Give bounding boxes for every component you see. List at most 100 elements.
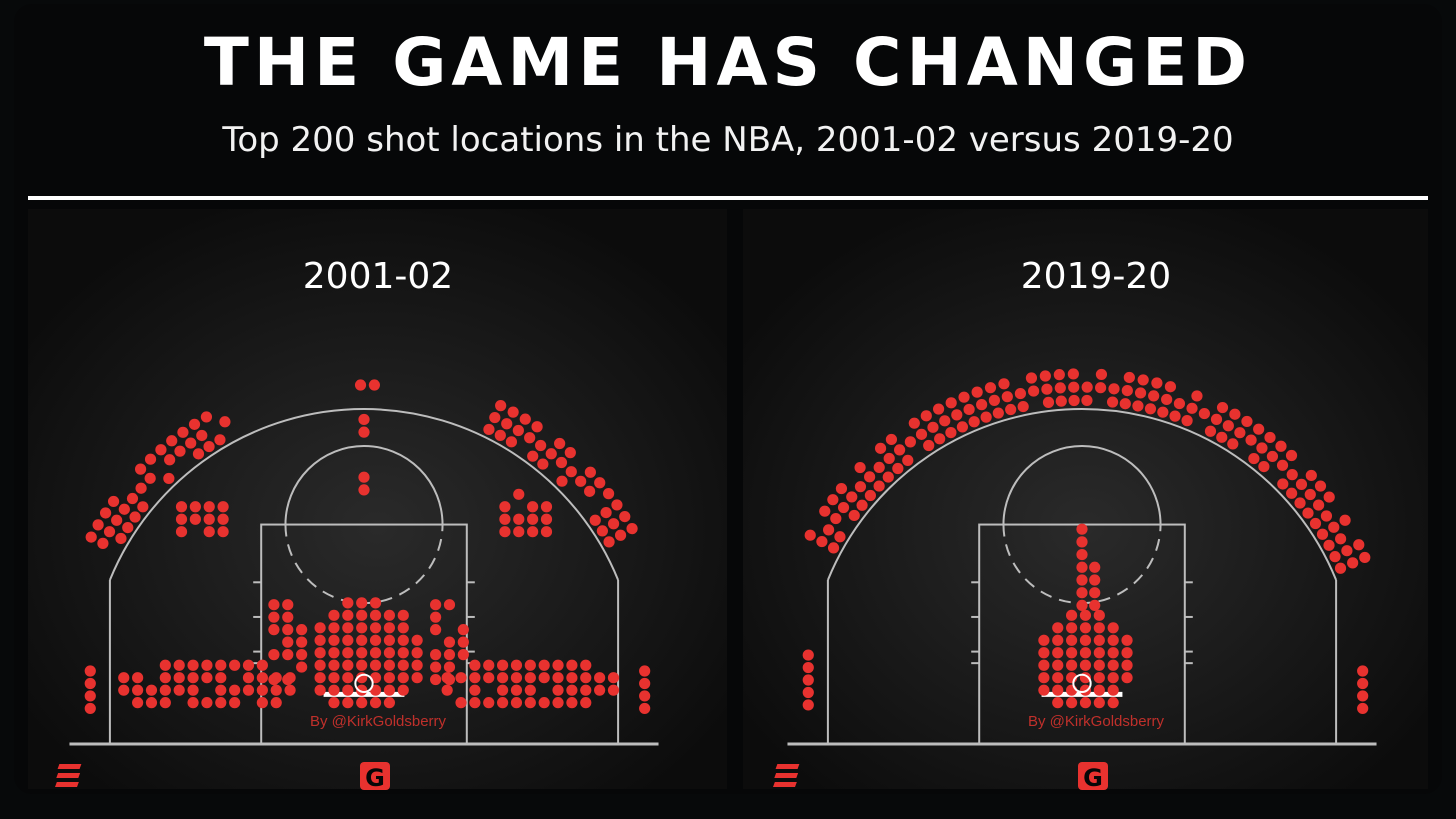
shot-dot (314, 634, 326, 646)
shot-dot (802, 686, 814, 699)
shot-dot (1066, 634, 1078, 646)
shot-dot (1132, 400, 1144, 412)
shot-dot (203, 501, 215, 513)
shot-dot (607, 672, 620, 684)
shot-dot (873, 461, 885, 474)
shot-dot (1052, 684, 1064, 696)
shot-dot (1302, 507, 1314, 519)
shot-dot (118, 672, 130, 684)
season-label: 2019-20 (1021, 256, 1171, 297)
shot-dot (132, 672, 144, 684)
shot-dot (1093, 684, 1105, 696)
shot-dot (135, 482, 147, 494)
shot-dot (256, 659, 268, 671)
shot-dot (187, 684, 199, 696)
shot-dot (457, 649, 469, 661)
rim (354, 673, 374, 694)
shot-dot (1266, 450, 1279, 463)
shot-dot (848, 509, 860, 522)
shot-dot (164, 454, 176, 466)
shot-dot (118, 684, 130, 696)
shot-dot (575, 475, 587, 487)
shot-dot (527, 501, 539, 513)
shot-dot (524, 659, 536, 671)
shot-dot (802, 674, 814, 686)
shot-dot (489, 411, 501, 424)
shot-dot (215, 659, 227, 671)
page-title: THE GAME HAS CHANGED (203, 24, 1253, 101)
shot-dot (934, 433, 946, 445)
shot-dot (356, 647, 368, 659)
shot-dot (507, 406, 519, 418)
shot-dot (1357, 665, 1369, 677)
shot-dot (1053, 369, 1065, 381)
shot-dot (84, 665, 96, 677)
shot-dot (639, 665, 651, 677)
shot-dot (397, 684, 409, 696)
shot-dot (531, 421, 543, 433)
shot-dot (915, 428, 928, 440)
shot-dot (1076, 548, 1088, 561)
shot-dot (328, 659, 340, 671)
shot-dot (282, 649, 294, 661)
shot-dot (1052, 634, 1064, 646)
shot-dot (552, 659, 564, 671)
shot-dot (469, 672, 481, 684)
shot-dot (499, 526, 511, 538)
shot-dot (524, 432, 536, 444)
shot-dot (564, 447, 576, 459)
shot-dot (282, 624, 294, 636)
shot-dot (513, 526, 525, 538)
shot-dot (397, 609, 409, 621)
shot-dot (383, 609, 396, 621)
shot-dot (268, 611, 280, 623)
shot-dot (856, 499, 868, 511)
shot-dot (256, 684, 268, 696)
shot-dot (397, 622, 409, 634)
shot-dot (328, 647, 340, 659)
shot-dot (242, 659, 255, 671)
shot-dot (328, 672, 340, 684)
shot-dot (1148, 390, 1160, 402)
shot-dot (1323, 539, 1335, 551)
shot-dot (1093, 647, 1105, 659)
shot-dot (1093, 622, 1105, 634)
shot-dot (1277, 478, 1289, 490)
shot-dot (314, 684, 326, 696)
page-subtitle: Top 200 shot locations in the NBA, 2001-… (222, 120, 1234, 160)
shot-dot (369, 597, 382, 609)
shot-dot (1334, 562, 1347, 574)
shot-dot (342, 609, 354, 621)
shot-dot (173, 659, 185, 671)
shot-dot (189, 501, 201, 513)
shot-dot (1173, 397, 1186, 410)
shot-dot (1316, 528, 1329, 540)
shot-dot (1095, 382, 1107, 394)
shot-dot (1052, 697, 1064, 709)
shot-dot (552, 672, 564, 684)
shot-dot (513, 513, 525, 525)
shot-dot (963, 403, 975, 416)
shot-dot (196, 429, 208, 442)
shot-dot (455, 697, 467, 709)
shot-dot (188, 418, 201, 430)
shot-dot (203, 440, 215, 453)
shot-dot (1066, 622, 1078, 634)
shot-dot (939, 415, 951, 427)
shot-dot (584, 466, 596, 478)
shot-dot (614, 529, 627, 541)
shot-dot (497, 697, 509, 709)
shot-dot (145, 697, 158, 709)
shot-dot (835, 482, 848, 495)
shot-dot (846, 491, 858, 503)
shot-dot (296, 624, 308, 636)
shot-dot (1014, 387, 1027, 400)
shot-dot (1328, 521, 1340, 533)
shot-dot (1204, 425, 1217, 437)
shot-dot (827, 542, 840, 554)
shot-dot (971, 386, 983, 398)
shot-dot (1256, 442, 1268, 454)
shot-dot (1216, 431, 1228, 443)
shot-dot (524, 672, 536, 684)
shot-dot (554, 437, 566, 450)
